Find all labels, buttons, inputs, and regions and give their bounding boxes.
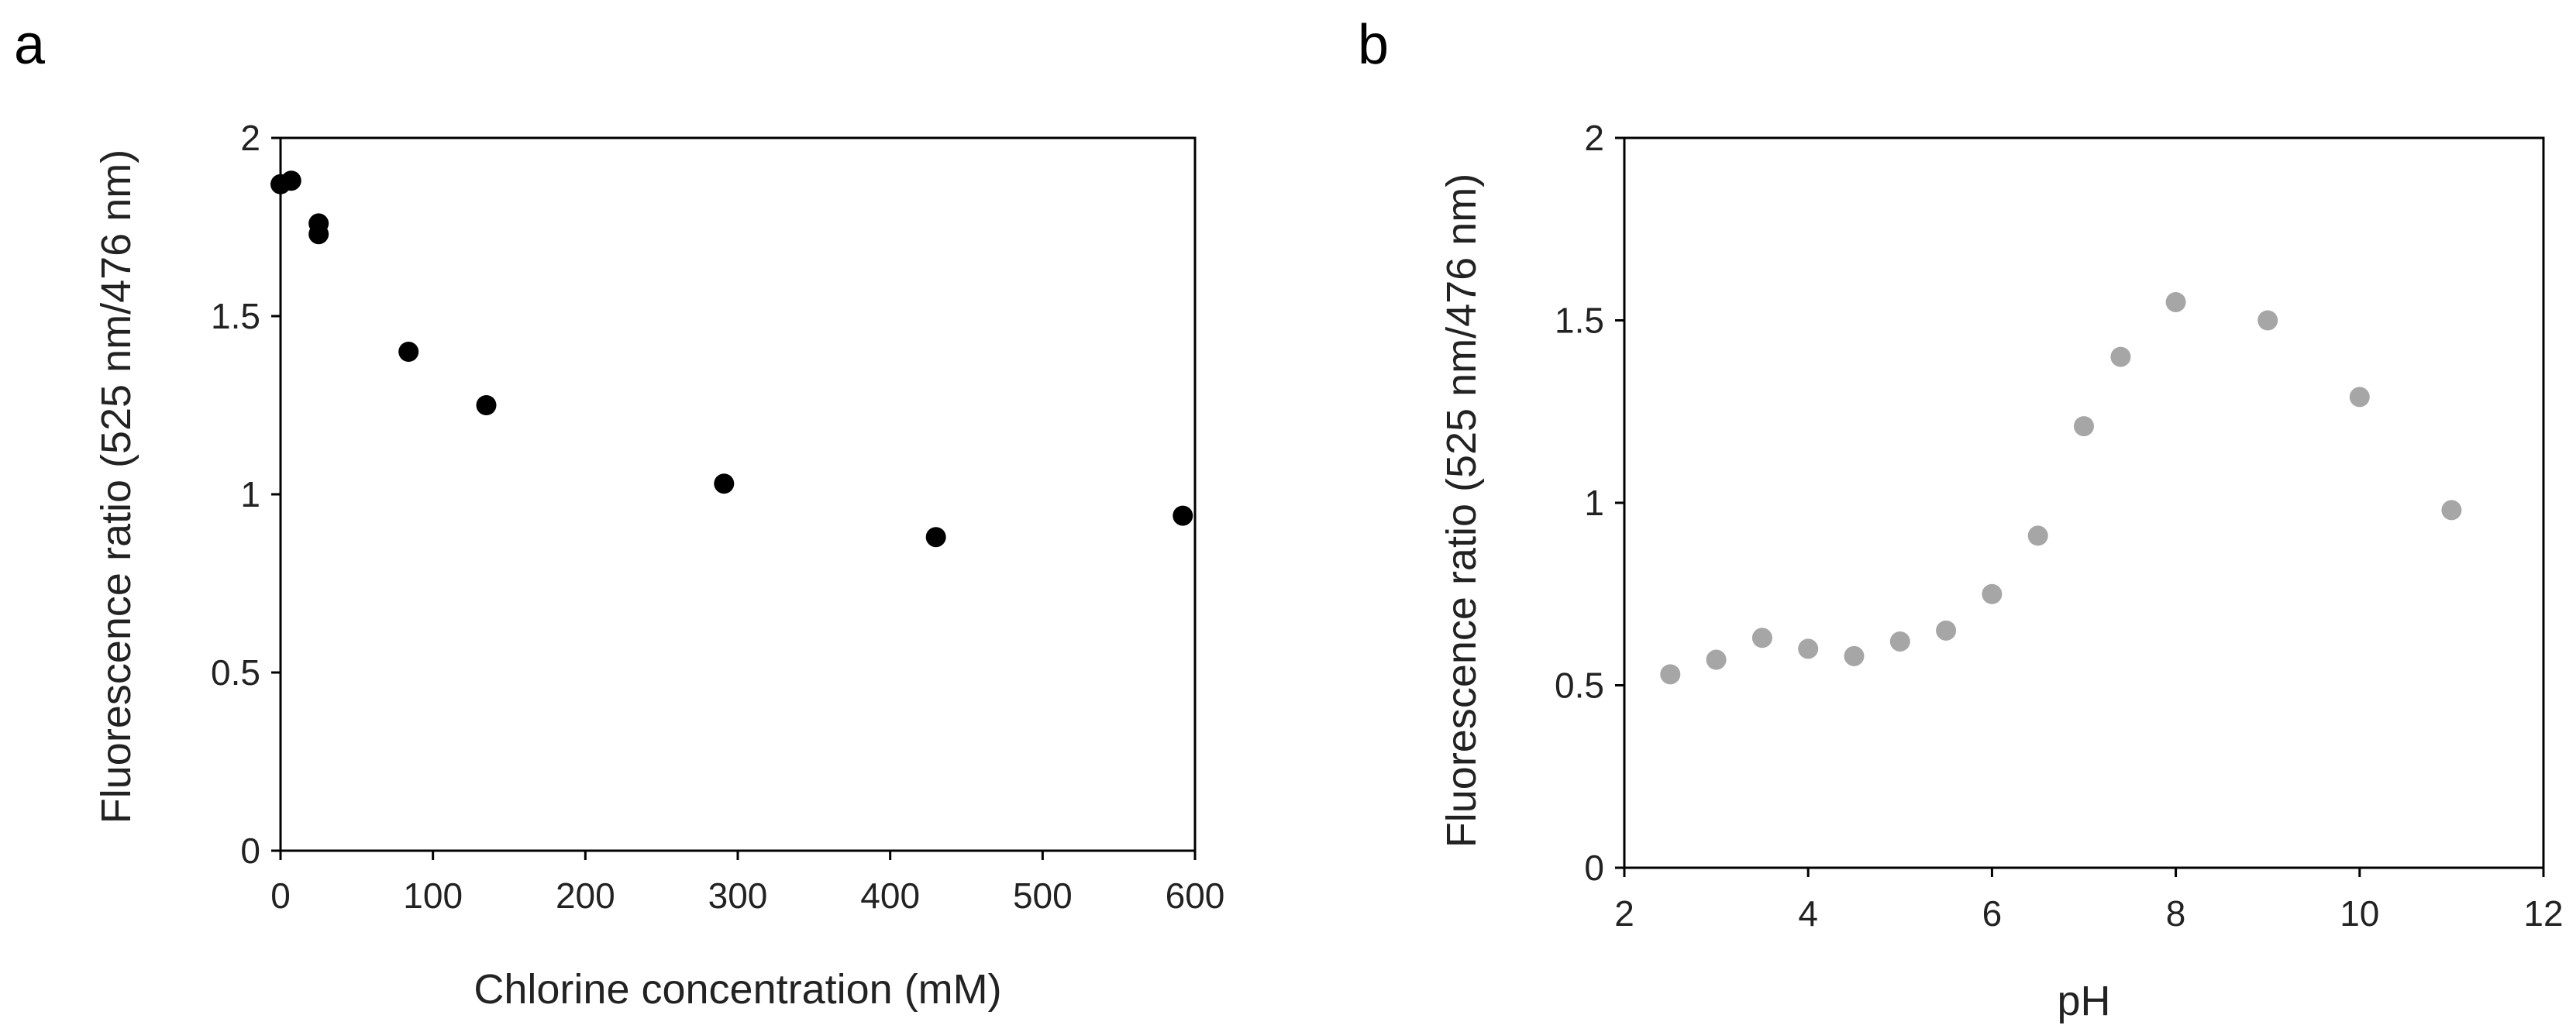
y-tick-label: 1 bbox=[1584, 483, 1604, 523]
y-tick-label: 0.5 bbox=[211, 652, 260, 693]
x-tick-label: 12 bbox=[2523, 893, 2563, 934]
data-point bbox=[1660, 664, 1681, 685]
y-tick-label: 1.5 bbox=[211, 296, 260, 336]
data-point bbox=[2165, 291, 2186, 312]
plot-area-frame bbox=[279, 136, 1197, 852]
data-point bbox=[2257, 310, 2278, 331]
y-tick-label: 0 bbox=[240, 831, 260, 871]
data-point bbox=[308, 224, 329, 245]
panel-a: a 0 0.5 1 1.5 2 0 100 200 300 400 500 600 Chlorine co… bbox=[14, 14, 1224, 1013]
x-tick-label: 8 bbox=[2166, 893, 2186, 934]
x-tick-label: 600 bbox=[1166, 875, 1225, 916]
y-tick-label: 2 bbox=[240, 118, 260, 158]
data-point bbox=[476, 395, 497, 415]
data-point bbox=[281, 170, 301, 191]
panel-b: b 0 0.5 1 1.5 2 2 4 6 8 10 12 pH Fluorescence ratio (… bbox=[1358, 14, 2564, 1024]
x-tick-label: 300 bbox=[708, 875, 768, 916]
data-point bbox=[1173, 505, 1193, 526]
y-axis-label: Fluorescence ratio (525 nm/476 nm) bbox=[1438, 174, 1485, 848]
data-point bbox=[1889, 631, 1910, 652]
x-tick-label: 6 bbox=[1982, 893, 2003, 934]
panel-letter: a bbox=[14, 14, 46, 76]
x-tick-label: 2 bbox=[1614, 893, 1634, 934]
data-point bbox=[714, 473, 735, 494]
data-point bbox=[2349, 387, 2370, 408]
y-tick-label: 1 bbox=[240, 474, 260, 514]
y-axis-label: Fluorescence ratio (525 nm/476 nm) bbox=[93, 150, 139, 824]
x-axis-label: Chlorine concentration (mM) bbox=[474, 966, 1001, 1013]
x-tick-label: 10 bbox=[2340, 893, 2379, 934]
y-tick-label: 0 bbox=[1584, 848, 1604, 888]
plot-area-frame bbox=[1623, 136, 2545, 869]
data-point bbox=[2441, 500, 2462, 521]
x-tick-label: 500 bbox=[1013, 875, 1073, 916]
data-point bbox=[1982, 583, 2003, 604]
x-axis-label: pH bbox=[2057, 978, 2110, 1024]
y-tick-label: 0.5 bbox=[1555, 666, 1604, 706]
data-point bbox=[1844, 645, 1865, 666]
data-point bbox=[1798, 638, 1819, 659]
data-point bbox=[1706, 649, 1727, 670]
data-point bbox=[1751, 628, 1772, 648]
x-tick-label: 4 bbox=[1798, 893, 1818, 934]
x-tick-label: 200 bbox=[556, 875, 615, 916]
x-tick-label: 0 bbox=[270, 875, 291, 916]
data-point bbox=[2074, 416, 2094, 437]
x-tick-label: 100 bbox=[403, 875, 463, 916]
data-point bbox=[398, 342, 419, 362]
data-point bbox=[925, 527, 946, 548]
panel-letter: b bbox=[1358, 14, 1389, 76]
y-tick-label: 2 bbox=[1584, 118, 1604, 158]
data-point bbox=[1936, 620, 1957, 641]
data-point bbox=[2110, 346, 2131, 367]
y-tick-label: 1.5 bbox=[1555, 301, 1604, 341]
data-point bbox=[2027, 525, 2048, 546]
x-tick-label: 400 bbox=[860, 875, 920, 916]
